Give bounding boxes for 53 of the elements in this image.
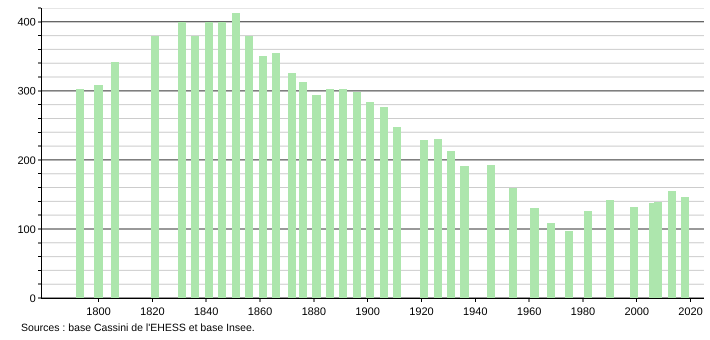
bar xyxy=(366,102,374,298)
x-tick-label: 1940 xyxy=(463,306,488,318)
y-tick-label: 400 xyxy=(17,16,36,29)
bar xyxy=(434,139,442,298)
bar xyxy=(232,13,240,298)
bar xyxy=(509,188,517,298)
x-tick-label: 1920 xyxy=(409,306,434,318)
bar xyxy=(151,36,159,298)
bar xyxy=(393,127,401,298)
bar xyxy=(584,211,592,298)
bar xyxy=(353,92,361,298)
x-tick-label: 1820 xyxy=(140,306,165,318)
bar xyxy=(339,89,347,298)
bar xyxy=(312,95,321,298)
bar xyxy=(111,62,119,298)
bar xyxy=(76,89,84,298)
bar xyxy=(547,223,555,298)
bar xyxy=(288,73,296,298)
bar xyxy=(299,82,307,298)
bar xyxy=(630,207,638,298)
bar xyxy=(245,36,253,298)
bar xyxy=(272,53,280,298)
y-tick-label: 100 xyxy=(17,224,36,236)
x-tick-label: 1900 xyxy=(355,306,380,318)
bar xyxy=(94,85,103,298)
bar xyxy=(460,166,469,298)
bar xyxy=(380,107,388,298)
x-tick-label: 1840 xyxy=(194,306,218,318)
bar xyxy=(326,89,334,298)
bar xyxy=(668,191,676,298)
bar xyxy=(420,140,428,298)
x-tick-label: 2020 xyxy=(678,306,703,318)
y-tick-label: 0 xyxy=(30,292,36,305)
bar xyxy=(447,151,455,298)
x-tick-label: 1800 xyxy=(86,306,111,318)
bar xyxy=(681,197,689,298)
bar xyxy=(606,200,614,298)
bar xyxy=(487,165,495,298)
x-tick-label: 1860 xyxy=(248,306,272,318)
source-note: Sources : base Cassini de l'EHESS et base Insee. xyxy=(21,322,255,334)
x-tick-label: 1960 xyxy=(516,306,542,318)
x-tick-label: 1880 xyxy=(302,306,326,318)
bar xyxy=(218,22,226,298)
x-tick-label: 2000 xyxy=(624,306,649,318)
bar xyxy=(205,22,213,298)
bar xyxy=(191,36,199,298)
bar xyxy=(178,22,186,298)
x-tick-label: 1980 xyxy=(570,306,596,318)
y-tick-label: 300 xyxy=(17,86,36,98)
y-tick-label: 200 xyxy=(17,154,36,167)
bar xyxy=(259,56,267,298)
bar xyxy=(530,208,539,298)
bar xyxy=(565,231,573,298)
